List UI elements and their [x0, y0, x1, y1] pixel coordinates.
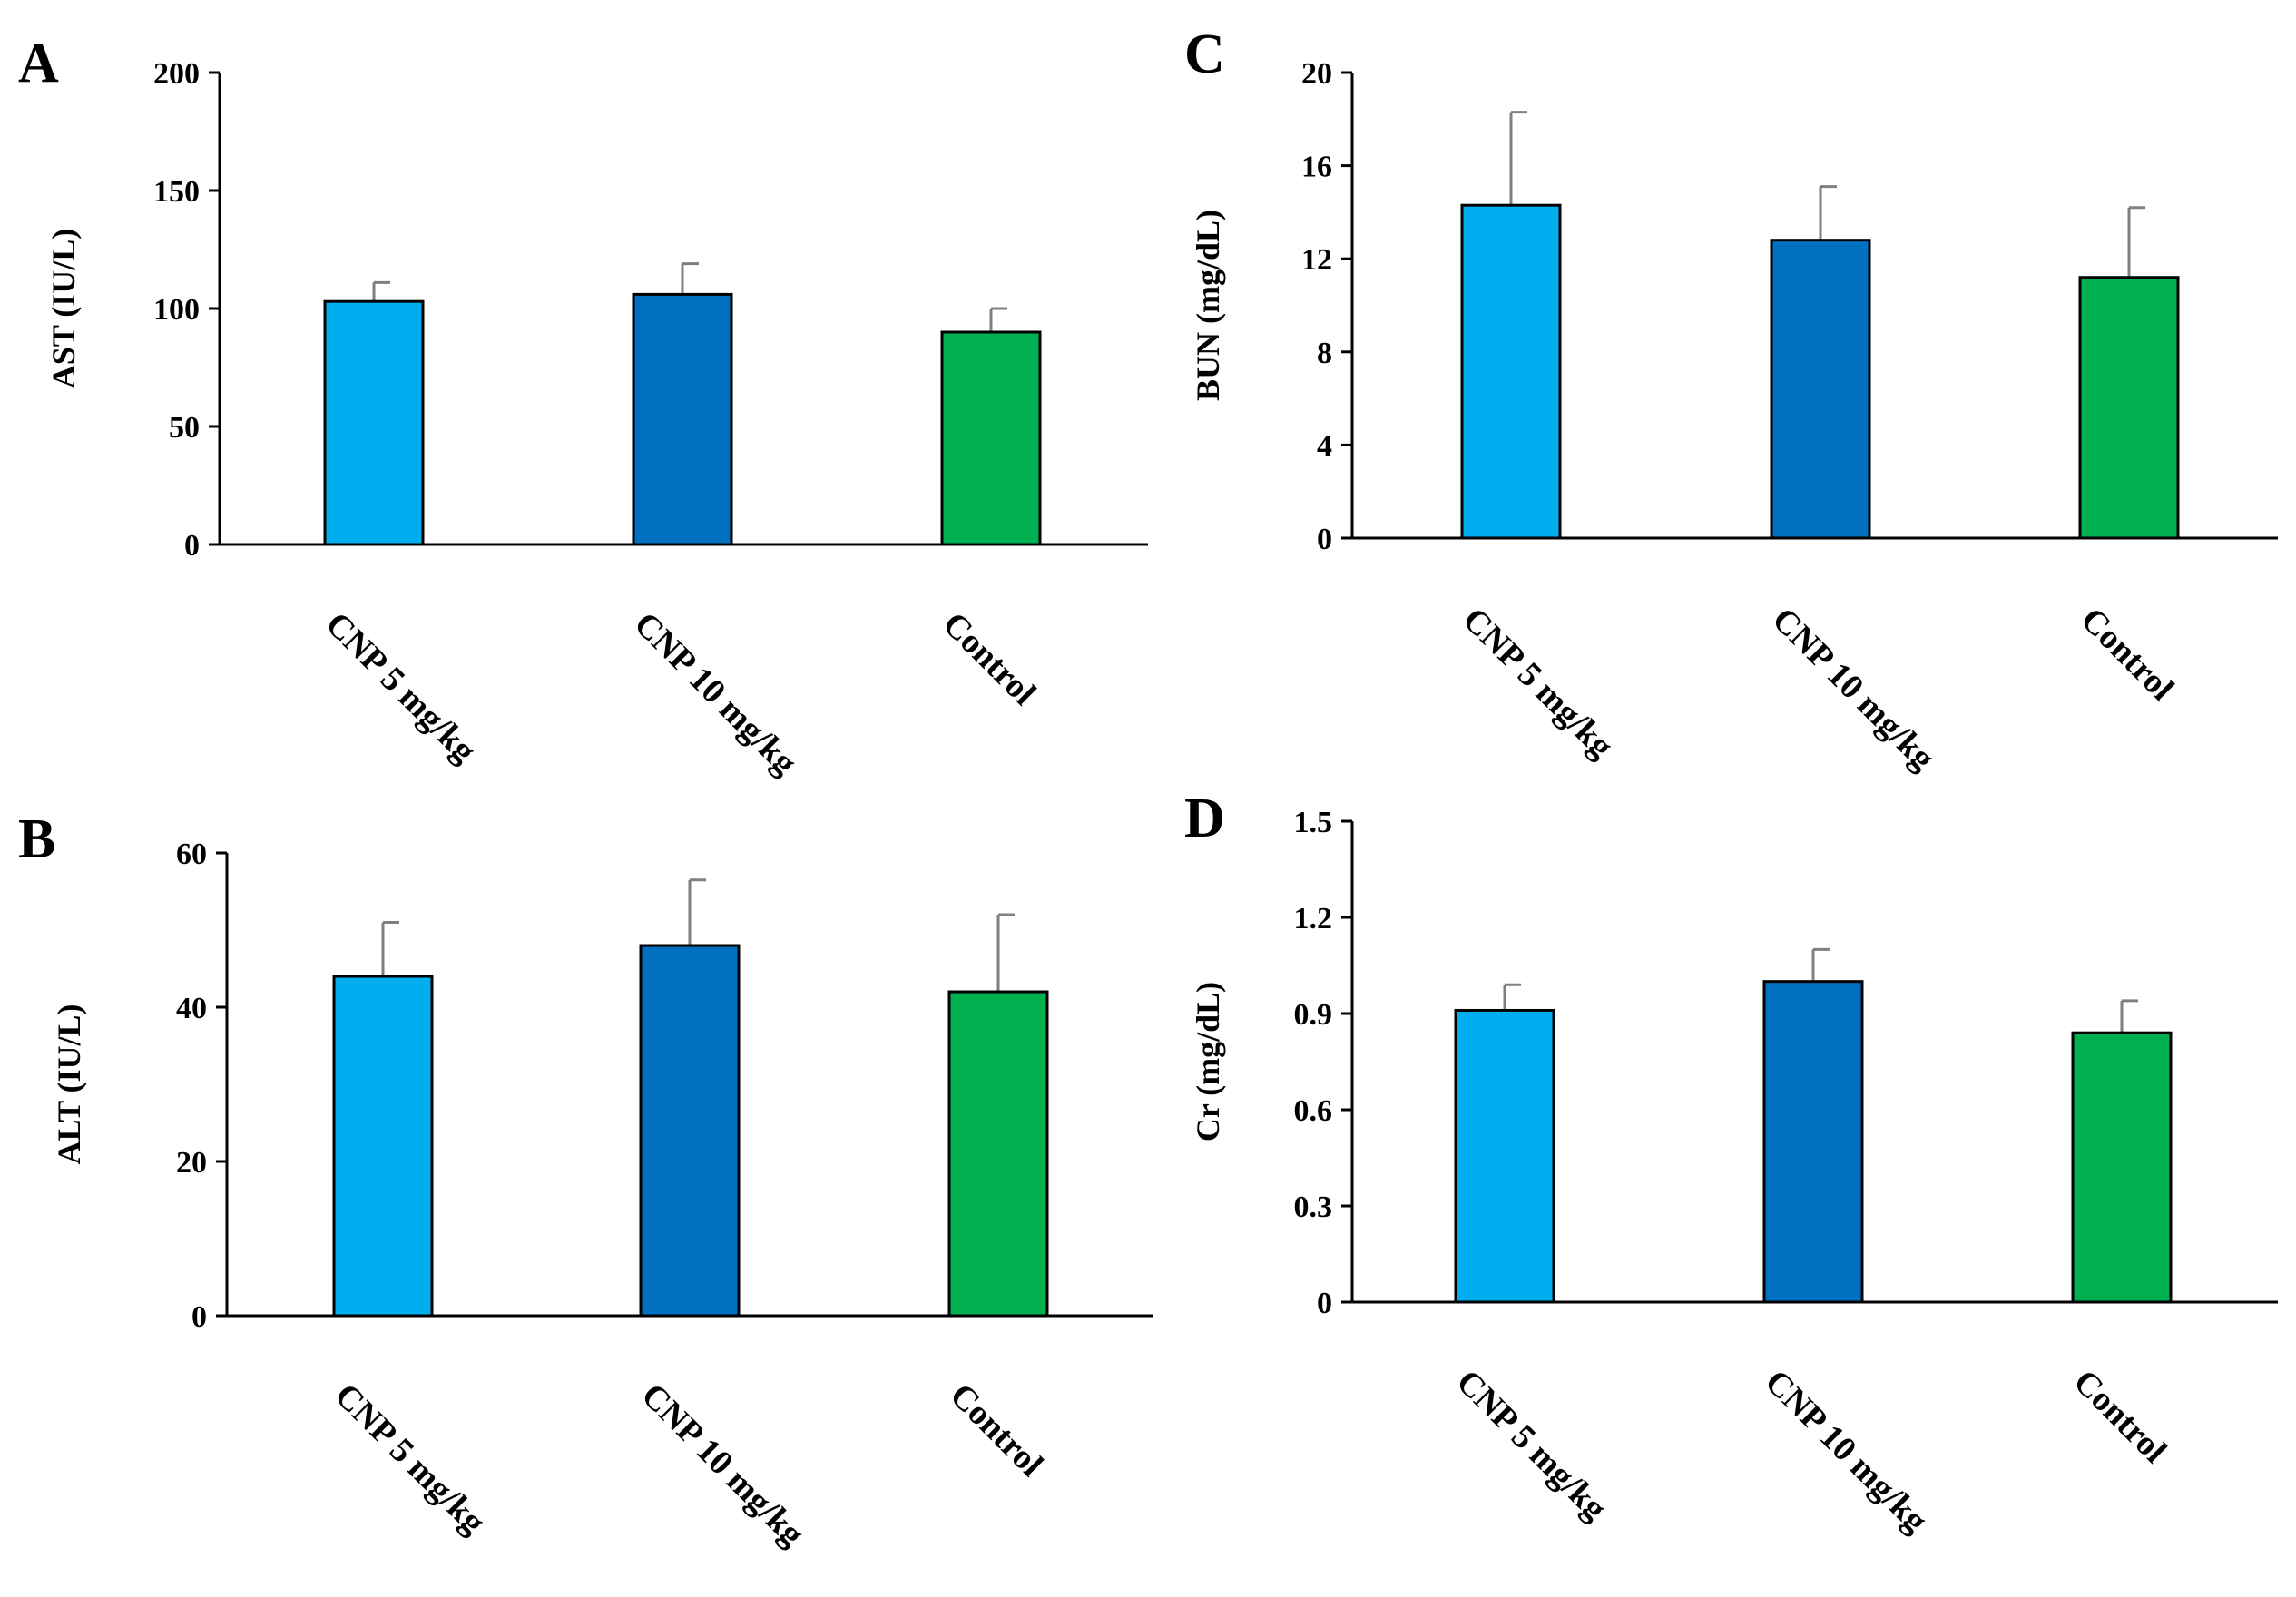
bar — [632, 292, 733, 546]
y-tick-label: 60 — [176, 838, 207, 871]
y-tick-label: 1.5 — [1294, 806, 1333, 839]
category-label: Control — [2074, 601, 2182, 709]
y-tick-label: 0 — [191, 1300, 207, 1334]
panel-d: D 0 0.3 0.6 0.9 1.2 1.5 Cr (mg/dL) CNP 5 mg/kg CN… — [1184, 788, 2278, 1540]
y-tick-label: 0.9 — [1294, 998, 1333, 1032]
category-label: Control — [2066, 1363, 2174, 1471]
y-tick-label: 0 — [1317, 1287, 1332, 1320]
category-label: CNP 5 mg/kg — [328, 1377, 493, 1542]
bar — [940, 330, 1042, 546]
y-tick-label: 1.2 — [1294, 902, 1333, 936]
y-axis-label: ALT (IU/L) — [51, 1004, 87, 1164]
y-tick-label: 20 — [176, 1146, 207, 1180]
y-tick-label: 150 — [153, 175, 200, 209]
y-tick-label: 0.3 — [1294, 1190, 1333, 1224]
y-tick-label: 0.6 — [1294, 1094, 1333, 1128]
bar — [639, 944, 741, 1318]
panel-letter: A — [18, 33, 59, 94]
category-label: CNP 10 mg/kg — [627, 605, 804, 782]
bar — [1454, 1008, 1555, 1304]
y-axis-label: AST (IU/L) — [45, 229, 82, 388]
panel-letter: B — [18, 808, 55, 870]
y-axis-label: BUN (mg/dL) — [1190, 210, 1226, 401]
panel-letter: D — [1184, 788, 1225, 849]
y-tick-label: 20 — [1301, 57, 1332, 91]
bar — [1762, 980, 1864, 1304]
category-label: Control — [943, 1377, 1051, 1484]
y-tick-label: 100 — [153, 293, 200, 327]
panel-letter: C — [1184, 24, 1225, 85]
category-label: Control — [936, 605, 1044, 713]
y-tick-label: 50 — [169, 411, 200, 445]
y-tick-label: 200 — [153, 57, 200, 91]
bar — [1460, 203, 1562, 540]
category-label: CNP 5 mg/kg — [319, 605, 484, 770]
category-label: CNP 10 mg/kg — [1765, 601, 1942, 778]
category-label: CNP 5 mg/kg — [1456, 601, 1621, 766]
bar — [323, 299, 425, 546]
y-tick-label: 8 — [1317, 337, 1332, 370]
y-tick-label: 12 — [1301, 243, 1332, 277]
y-axis-label: Cr (mg/dL) — [1190, 982, 1226, 1141]
panel-a: A 0 50 100 150 200 AST (IU/L) CNP 5 mg/kg CNP 10… — [18, 33, 1148, 782]
category-label: CNP 10 mg/kg — [634, 1377, 811, 1553]
y-tick-label: 4 — [1317, 429, 1332, 463]
panel-b: B 0 20 40 60 ALT (IU/L) CNP 5 mg/kg CNP 10 mg/k… — [18, 808, 1153, 1553]
bar — [1770, 239, 1871, 540]
category-label: CNP 5 mg/kg — [1449, 1363, 1614, 1528]
bar — [2078, 276, 2180, 540]
bar — [947, 990, 1049, 1318]
bar — [332, 975, 434, 1318]
category-label: CNP 10 mg/kg — [1758, 1363, 1935, 1540]
bar — [2071, 1031, 2173, 1304]
y-tick-label: 0 — [184, 529, 200, 563]
y-tick-label: 0 — [1317, 523, 1332, 556]
y-tick-label: 40 — [176, 992, 207, 1025]
y-tick-label: 16 — [1301, 151, 1332, 184]
panel-c: C 0 4 8 12 16 20 BUN (mg/dL) CNP 5 mg/kg CNP 10 m… — [1184, 24, 2278, 778]
